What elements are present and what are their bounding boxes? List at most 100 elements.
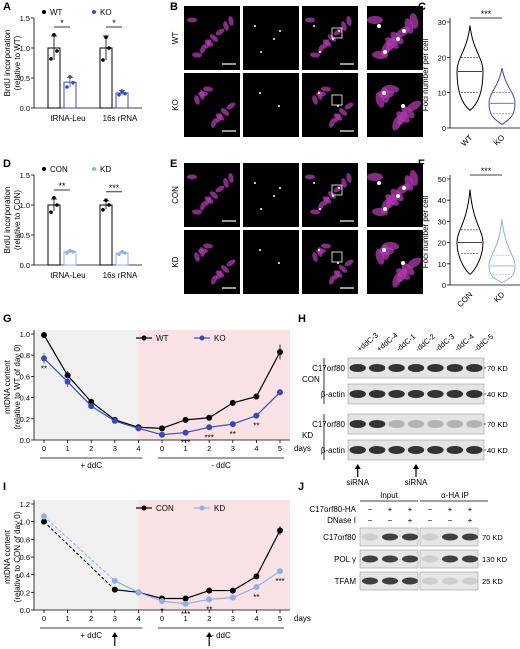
chart-I-ytick-label: 0.6 (20, 553, 30, 562)
blot-H-mw-label: 40 KD (487, 446, 508, 455)
blot-H-band (446, 446, 464, 454)
panel-B-edu-dot (383, 50, 387, 54)
blot-J-mw-label: 130 KD (482, 555, 508, 564)
blot-H-mw-label: 40 KD (487, 390, 508, 399)
panel-letter-G: G (3, 313, 12, 325)
blot-H-band-label: C17orf80 (312, 364, 345, 373)
chart-I-xtick-label: 2 (89, 614, 93, 623)
blot-J-sign: + (408, 505, 413, 514)
blot-J-band (462, 577, 478, 585)
panel-B-mito-blob (367, 16, 383, 24)
panel-E-mito-blob (396, 267, 408, 283)
panel-B-edu-dot (319, 51, 321, 53)
chart-I-xtick-label: 3 (231, 614, 235, 623)
panel-E-edu-dot (396, 194, 400, 198)
panel-E-mito-blob (194, 252, 200, 262)
chart-D-sig: ** (58, 181, 66, 191)
chart-I-legend-label: CON (156, 504, 174, 513)
chart-I-region-label: + ddC (80, 631, 102, 640)
blot-H-band (349, 390, 366, 398)
chart-A-sig: * (60, 18, 64, 28)
chart-I-region-minus (138, 500, 290, 610)
chart-D-ylabel-0: BrdU incorporation (3, 187, 12, 254)
panel-B-mito-blob (226, 102, 236, 110)
blot-H-group-label: KD (302, 431, 313, 440)
panel-letter-B: B (170, 1, 178, 13)
panel-B-edu-dot (313, 25, 315, 27)
panel-E-mito-blob (385, 193, 397, 209)
blot-J-mw-label: 70 KD (482, 533, 503, 542)
panel-B-edu-dot (402, 29, 406, 33)
chart-G-xtick-label: 3 (231, 444, 235, 453)
chart-G-point (253, 393, 260, 400)
panel-E-mito-blob (322, 196, 330, 206)
panel-E-mito-blob (223, 178, 229, 188)
blot-H-band (446, 364, 464, 372)
panel-B-mito-blob (215, 28, 225, 36)
chart-D-point (68, 248, 72, 253)
chart-I-sig: *** (275, 577, 284, 586)
panel-E-image-tile (367, 230, 423, 294)
chart-D-point (101, 208, 105, 212)
chart-G-sig: ** (253, 422, 259, 431)
chart-G-point (88, 398, 95, 405)
blot-H-mw-label: 70 KD (487, 420, 508, 429)
blot-H-band (349, 446, 366, 454)
panel-E-mito-blob (200, 201, 206, 211)
panel-E-image-tile (302, 163, 358, 227)
panel-E-edu-dot (383, 207, 387, 211)
panel-B-image-bg (243, 6, 299, 70)
blot-J-band (402, 555, 418, 563)
chart-A-point (65, 85, 69, 89)
chart-G-xtick-label: 4 (136, 444, 140, 453)
chart-D-point (65, 251, 69, 255)
chart-D-point (49, 210, 53, 214)
panel-E-mito-blob (215, 185, 225, 193)
chart-I-sig: ** (253, 593, 259, 602)
chart-I-point (182, 595, 189, 602)
chart-F-ytick-label: 50 (438, 175, 446, 184)
panel-E-mito-blob (220, 265, 230, 273)
blot-H-band (388, 420, 405, 428)
chart-I-xtick-label: 0 (160, 614, 164, 623)
panel-E-edu-dot (278, 262, 280, 264)
chart-D-legend-label: CON (50, 165, 68, 174)
chart-G-xtick-label: 3 (113, 444, 117, 453)
chart-D-legend-marker (92, 167, 96, 171)
blot-J-mw-label: 25 KD (482, 577, 503, 586)
chart-I-sig: *** (181, 610, 190, 619)
chart-A-ylabel-1: (relative to WT) (13, 35, 22, 90)
chart-G-ylabel-0: mtDNA content (3, 359, 12, 414)
chart-F-ytick-label: 20 (438, 239, 446, 248)
chart-G-point (182, 429, 189, 436)
blot-J-band (462, 555, 478, 563)
chart-G-xtick-label: 1 (184, 444, 188, 453)
chart-I-arrow-head (206, 632, 213, 637)
panel-B-edu-dot (279, 30, 281, 32)
blot-H-band-label: C17orf80 (312, 420, 345, 429)
panel-B-mito-blob (321, 86, 331, 92)
chart-I-point (206, 596, 213, 603)
chart-D-legend-marker (42, 167, 46, 171)
blot-J-band (362, 577, 378, 585)
chart-G-sig: *** (181, 439, 190, 448)
panel-B-mito-blob (194, 95, 200, 105)
chart-A-sig: * (112, 18, 116, 28)
blot-J-band-label: POL γ (334, 555, 356, 564)
panel-E-row-label: KD (171, 256, 180, 267)
panel-B-mito-blob (192, 52, 202, 58)
chart-F-violin (456, 189, 484, 276)
chart-G-point (159, 431, 165, 438)
chart-G-legend-label: KO (214, 334, 226, 343)
panel-E-mito-blob (203, 243, 213, 249)
panel-B-image-tile (243, 73, 299, 137)
blot-J-sign: + (388, 505, 393, 514)
panel-B-mito-blob (203, 86, 213, 92)
chart-F-ylabel: Foci number per cell (421, 196, 430, 269)
blot-J-band (382, 555, 398, 563)
chart-G-xtick-label: 0 (160, 444, 164, 453)
blot-J-sign: − (448, 516, 453, 525)
chart-D-legend-label: KD (100, 165, 111, 174)
blot-J-band (442, 533, 458, 541)
